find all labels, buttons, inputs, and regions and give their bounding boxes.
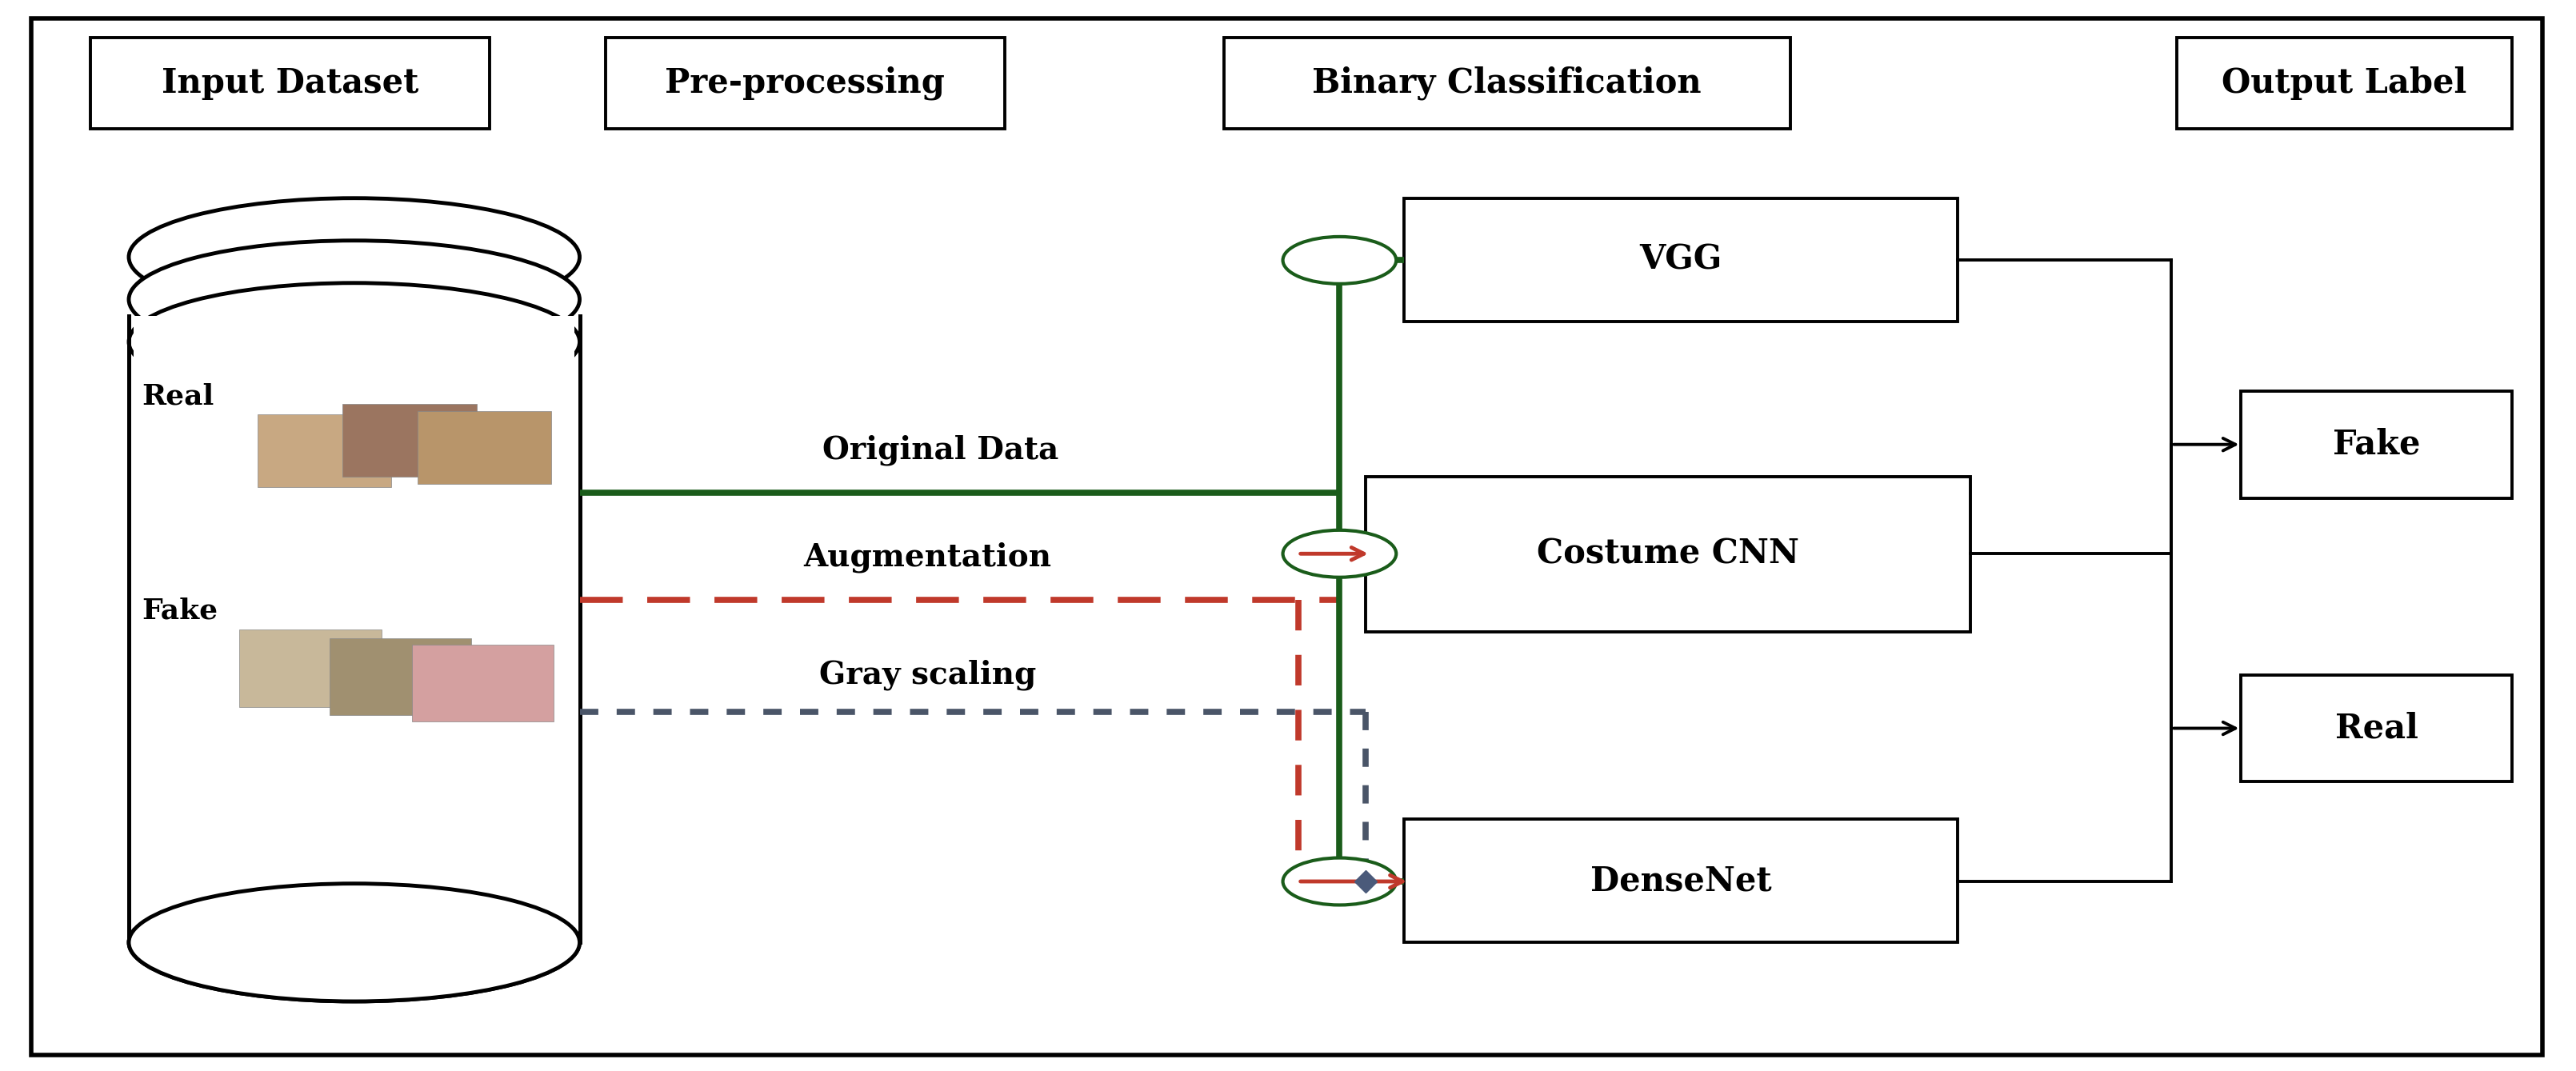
Text: Gray scaling: Gray scaling (819, 660, 1036, 690)
Circle shape (1283, 237, 1396, 284)
FancyBboxPatch shape (1365, 477, 1971, 632)
Text: Pre-processing: Pre-processing (665, 66, 945, 100)
Text: Fake: Fake (142, 597, 219, 624)
Ellipse shape (129, 198, 580, 316)
FancyBboxPatch shape (417, 411, 551, 484)
Text: Augmentation: Augmentation (804, 542, 1051, 572)
FancyBboxPatch shape (330, 638, 471, 715)
Ellipse shape (129, 884, 580, 1001)
FancyBboxPatch shape (240, 630, 381, 707)
Text: Original Data: Original Data (822, 435, 1059, 465)
Text: Fake: Fake (2331, 427, 2421, 462)
Circle shape (1283, 530, 1396, 577)
FancyBboxPatch shape (31, 18, 2543, 1055)
FancyBboxPatch shape (343, 404, 477, 477)
Text: Costume CNN: Costume CNN (1538, 538, 1798, 571)
FancyBboxPatch shape (2241, 675, 2512, 782)
Ellipse shape (129, 884, 580, 1001)
FancyBboxPatch shape (2241, 391, 2512, 498)
Text: VGG: VGG (1638, 243, 1723, 276)
Text: Input Dataset: Input Dataset (162, 66, 417, 100)
Text: Output Label: Output Label (2221, 66, 2468, 100)
FancyBboxPatch shape (605, 37, 1005, 129)
Ellipse shape (129, 241, 580, 359)
FancyBboxPatch shape (2177, 37, 2512, 129)
FancyBboxPatch shape (258, 414, 392, 487)
Text: Binary Classification: Binary Classification (1311, 66, 1703, 100)
FancyBboxPatch shape (90, 37, 489, 129)
Ellipse shape (129, 283, 580, 401)
Text: Real: Real (2334, 711, 2419, 745)
FancyBboxPatch shape (1404, 198, 1958, 321)
FancyBboxPatch shape (129, 316, 580, 942)
FancyBboxPatch shape (134, 316, 574, 940)
Text: Real: Real (142, 382, 214, 410)
FancyBboxPatch shape (1404, 819, 1958, 942)
Circle shape (1283, 858, 1396, 905)
FancyBboxPatch shape (1224, 37, 1790, 129)
FancyBboxPatch shape (412, 645, 554, 722)
Text: DenseNet: DenseNet (1589, 864, 1772, 897)
